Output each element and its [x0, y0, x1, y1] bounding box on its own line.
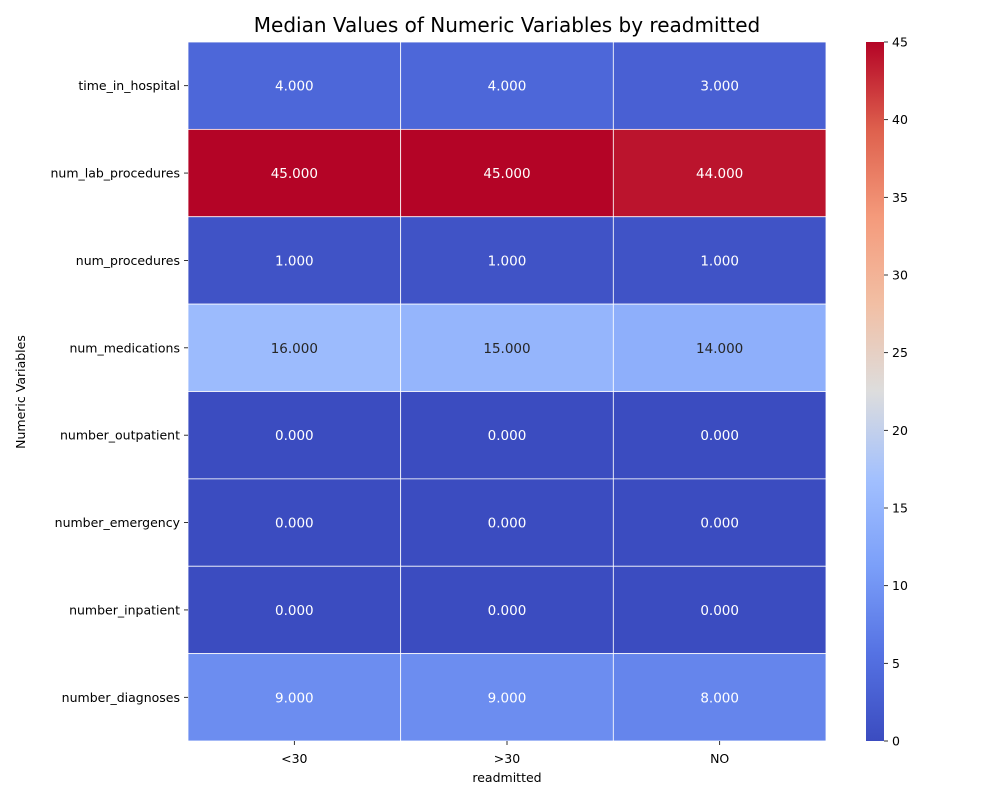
heatmap-cell [187, 41, 402, 130]
x-tick-label: <30 [281, 751, 307, 766]
y-tick-label: time_in_hospital [78, 78, 180, 93]
cell-value-label: 0.000 [275, 428, 314, 444]
cell-value-label: 4.000 [275, 79, 314, 95]
heatmap-cell [612, 128, 827, 218]
cell-value-label: 0.000 [700, 516, 739, 532]
y-axis-ticks: time_in_hospital num_lab_procedures num_pr… [50, 78, 188, 705]
heatmap-cell [612, 303, 827, 392]
heatmap-cell [400, 565, 614, 655]
cell-value-label: 3.000 [700, 79, 739, 95]
heatmap-cell [187, 653, 402, 742]
heatmap-cell [187, 216, 402, 305]
colorbar-tick-label: 15 [892, 501, 908, 516]
colorbar-tick-label: 20 [892, 423, 908, 438]
colorbar-tick-label: 45 [892, 35, 908, 50]
cell-value-label: 44.000 [696, 166, 743, 182]
colorbar-tick-label: 5 [892, 656, 900, 671]
cell-value-label: 4.000 [488, 79, 527, 95]
heatmap-cell [400, 128, 614, 218]
heatmap-cells [187, 41, 827, 742]
y-tick-label: num_medications [69, 340, 180, 355]
cell-value-label: 0.000 [488, 516, 527, 532]
heatmap-cell [400, 653, 614, 742]
heatmap-cell [400, 41, 614, 130]
y-tick-label: number_outpatient [60, 428, 180, 443]
x-axis-label: readmitted [472, 770, 541, 785]
x-tick-label: >30 [494, 751, 520, 766]
cell-value-label: 16.000 [271, 341, 318, 357]
heatmap-cell [187, 565, 402, 655]
colorbar-tick-label: 25 [892, 345, 908, 360]
y-tick-label: num_lab_procedures [50, 166, 180, 181]
heatmap-cell [612, 478, 827, 567]
cell-value-label: 0.000 [275, 516, 314, 532]
colorbar-gradient [866, 42, 884, 741]
colorbar: 0 5 10 15 20 25 30 35 40 45 [866, 35, 908, 749]
cell-value-label: 0.000 [275, 603, 314, 619]
cell-value-label: 45.000 [483, 166, 530, 182]
cell-value-label: 15.000 [483, 341, 530, 357]
heatmap-cell [612, 653, 827, 742]
colorbar-tick-label: 35 [892, 190, 908, 205]
heatmap-cell [400, 216, 614, 305]
cell-value-label: 0.000 [488, 603, 527, 619]
colorbar-tick-label: 10 [892, 578, 908, 593]
chart-title: Median Values of Numeric Variables by re… [254, 13, 760, 37]
y-axis-label: Numeric Variables [13, 335, 28, 449]
y-tick-label: num_procedures [76, 253, 180, 268]
cell-value-label: 9.000 [488, 690, 527, 706]
x-axis-ticks: <30 >30 NO [281, 741, 729, 766]
cell-value-label: 0.000 [700, 428, 739, 444]
heatmap-cell [187, 391, 402, 480]
cell-value-label: 1.000 [275, 253, 314, 269]
colorbar-tick-label: 0 [892, 734, 900, 749]
cell-value-label: 45.000 [271, 166, 318, 182]
cell-value-label: 1.000 [700, 253, 739, 269]
cell-value-label: 9.000 [275, 690, 314, 706]
heatmap-cell [187, 303, 402, 392]
heatmap-cell [612, 565, 827, 655]
cell-value-label: 8.000 [700, 690, 739, 706]
y-tick-label: number_inpatient [69, 602, 180, 617]
cell-value-label: 0.000 [700, 603, 739, 619]
y-tick-label: number_emergency [55, 515, 181, 530]
colorbar-tick-label: 30 [892, 268, 908, 283]
cell-value-label: 14.000 [696, 341, 743, 357]
cell-value-label: 1.000 [488, 253, 527, 269]
y-tick-label: number_diagnoses [62, 690, 180, 705]
heatmap-cell [400, 478, 614, 567]
x-tick-label: NO [710, 751, 729, 766]
colorbar-tick-label: 40 [892, 112, 908, 127]
cell-value-label: 0.000 [488, 428, 527, 444]
heatmap-cell [187, 128, 402, 218]
heatmap-cell-labels: 4.000 4.000 3.000 45.000 45.000 44.000 1.000 1.… [271, 79, 744, 707]
heatmap-cell [612, 391, 827, 480]
heatmap-cell [400, 391, 614, 480]
heatmap-cell [612, 41, 827, 130]
